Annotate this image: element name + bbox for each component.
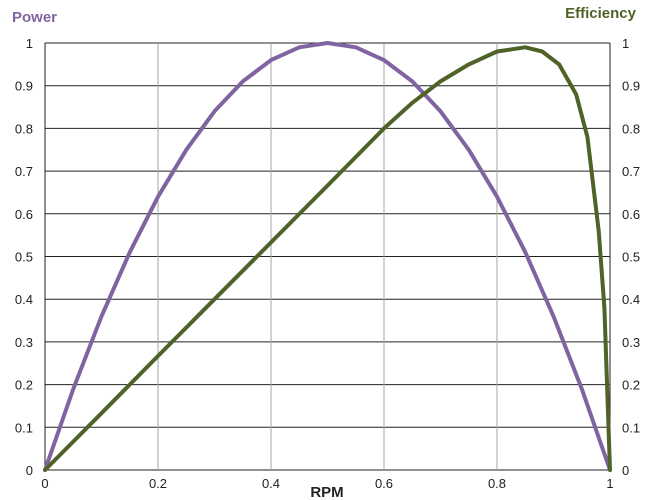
series-layer [43,41,612,472]
x-tick-label: 0 [41,476,48,491]
y2-tick-label: 0.8 [622,121,640,136]
y2-tick-labels: 0 0.1 0.2 0.3 0.4 0.5 0.6 0.7 0.8 0.9 1 [622,36,640,478]
grid [44,42,611,471]
y-tick-label: 0.6 [15,207,33,222]
y-tick-label: 0.2 [15,378,33,393]
y-tick-label: 0.9 [15,79,33,94]
y-tick-label: 0.8 [15,121,33,136]
y-tick-label: 0.1 [15,420,33,435]
y2-tick-label: 0.7 [622,164,640,179]
y2-tick-label: 0.2 [622,378,640,393]
x-tick-label: 0.6 [375,476,393,491]
y2-tick-label: 0.5 [622,250,640,265]
y-tick-label: 0.7 [15,164,33,179]
power-series-line [43,41,612,472]
left-axis-title: Power [12,9,57,26]
x-tick-label: 1 [606,476,613,491]
y2-tick-label: 0.4 [622,292,640,307]
x-tick-labels: 0 0.2 0.4 0.6 0.8 1 [41,476,613,491]
y-tick-label: 0.4 [15,292,33,307]
x-tick-label: 0.2 [149,476,167,491]
y-tick-labels: 0 0.1 0.2 0.3 0.4 0.5 0.6 0.7 0.8 0.9 1 [15,36,33,478]
y2-tick-label: 0 [622,463,629,478]
y-tick-label: 0.3 [15,335,33,350]
y-tick-label: 0 [26,463,33,478]
efficiency-series-line [43,45,612,472]
y-tick-label: 1 [26,36,33,51]
y2-tick-label: 0.6 [622,207,640,222]
y2-tick-label: 0.1 [622,420,640,435]
y2-tick-label: 0.3 [622,335,640,350]
right-axis-title: Efficiency [565,5,637,22]
y-tick-label: 0.5 [15,250,33,265]
x-tick-label: 0.4 [262,476,280,491]
x-axis-title: RPM [310,484,343,500]
x-tick-label: 0.8 [488,476,506,491]
y2-tick-label: 0.9 [622,79,640,94]
y2-tick-label: 1 [622,36,629,51]
